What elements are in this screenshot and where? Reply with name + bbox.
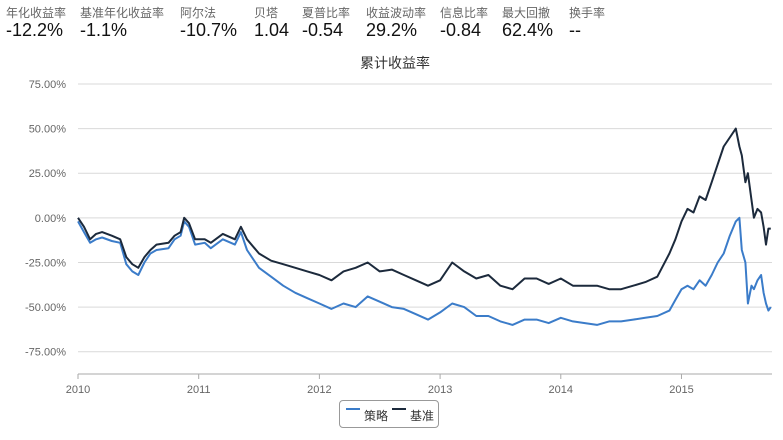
x-tick-label: 2011	[187, 384, 211, 396]
stat-value: 29.2%	[366, 20, 418, 40]
stat-label: 最大回撤	[502, 6, 551, 20]
x-tick-label: 2010	[66, 384, 90, 396]
stat-value: -0.54	[302, 20, 344, 40]
x-tick-label: 2015	[669, 384, 693, 396]
series-line-benchmark	[77, 127, 771, 291]
y-tick-label: -25.00%	[25, 257, 66, 269]
stat-label: 年化收益率	[6, 6, 67, 20]
x-tick-label: 2012	[307, 384, 331, 396]
y-tick-label: 0.00%	[35, 213, 66, 225]
legend-swatch-benchmark	[392, 408, 406, 410]
y-tick-label: 25.00%	[29, 168, 67, 180]
legend-label-strategy[interactable]: 策略	[364, 409, 389, 423]
series-line-strategy	[77, 216, 772, 326]
stat-value: -1.1%	[80, 20, 128, 40]
chart-title: 累计收益率	[360, 55, 430, 71]
stat-label: 基准年化收益率	[80, 6, 165, 20]
stats-bar: 年化收益率 -12.2% 基准年化收益率 -1.1% 阿尔法 -10.7% 贝塔 1.04 夏普…	[0, 0, 783, 48]
stat-value: --	[569, 20, 581, 40]
y-tick-label: -75.00%	[25, 347, 66, 359]
x-tick-label: 2014	[549, 384, 573, 396]
stat-value: -0.84	[440, 20, 482, 40]
stat-label: 信息比率	[440, 6, 489, 20]
stat-value: 62.4%	[502, 20, 554, 40]
legend-label-benchmark[interactable]: 基准	[410, 409, 435, 423]
legend: 策略 基准	[339, 400, 439, 428]
y-tick-label: 75.00%	[29, 79, 67, 91]
y-tick-label: -50.00%	[25, 302, 66, 314]
stat-value: 1.04	[254, 20, 290, 40]
cumulative-return-chart: 累计收益率 75.00% 50.00% 25.00% 0.00% -25.00% -50.0…	[25, 55, 772, 396]
stat-label: 贝塔	[254, 6, 279, 20]
stat-label: 收益波动率	[366, 6, 427, 20]
legend-swatch-strategy	[346, 408, 360, 410]
stat-value: -12.2%	[6, 20, 64, 40]
y-tick-label: 50.00%	[29, 124, 67, 136]
stat-label: 夏普比率	[302, 6, 351, 20]
stat-value: -10.7%	[180, 20, 238, 40]
stat-label: 换手率	[569, 6, 606, 20]
stat-label: 阿尔法	[180, 6, 217, 20]
x-tick-label: 2013	[428, 384, 452, 396]
